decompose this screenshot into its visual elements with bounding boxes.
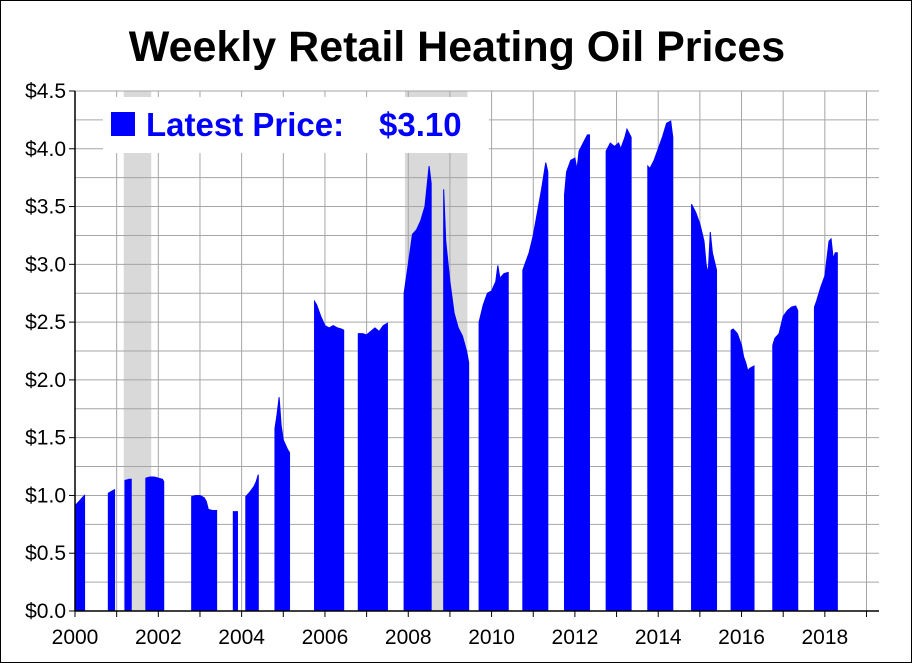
- price-bar-segment-14: [563, 134, 590, 612]
- price-bar-segment-3: [145, 476, 165, 612]
- price-bar-segment-7: [274, 397, 291, 612]
- y-tick-label: $0.5: [25, 542, 66, 565]
- y-tick-label: $0.0: [25, 600, 66, 623]
- y-tick-labels: $0.0 $0.5 $1.0 $1.5 $2.0 $2.5 $3.0 $3.5 $4.0 $4.5: [25, 80, 66, 623]
- price-bars: [74, 120, 838, 612]
- y-tick-label: $2.0: [25, 369, 66, 392]
- price-bar-segment-11: [443, 189, 470, 612]
- y-tick-label: $4.0: [25, 138, 66, 161]
- price-bar-segment-4: [191, 494, 218, 612]
- price-bar-segment-5: [232, 511, 238, 612]
- legend-swatch: [111, 112, 135, 136]
- price-bar-segment-10: [403, 166, 432, 612]
- y-tick-label: $3.5: [25, 196, 66, 219]
- x-tick-label: 2014: [635, 626, 682, 649]
- price-bar-segment-12: [478, 265, 509, 612]
- price-bar-segment-18: [730, 328, 755, 612]
- price-bar-segment-15: [605, 127, 632, 612]
- x-tick-label: 2012: [552, 626, 599, 649]
- price-bar-segment-0: [74, 494, 86, 612]
- legend: Latest Price: $3.10: [103, 97, 489, 153]
- y-tick-label: $3.0: [25, 253, 66, 276]
- price-bar-segment-9: [357, 322, 388, 612]
- price-bar-segment-17: [691, 204, 718, 612]
- x-tick-label: 2018: [801, 626, 848, 649]
- y-tick-label: $1.0: [25, 484, 66, 507]
- price-bar-segment-20: [813, 237, 838, 612]
- y-tick-label: $1.5: [25, 427, 66, 450]
- axes: [69, 90, 879, 617]
- x-tick-label: 2004: [218, 626, 265, 649]
- x-tick-label: 2010: [468, 626, 515, 649]
- y-tick-label: $4.5: [25, 80, 66, 103]
- price-bar-segment-1: [107, 488, 116, 612]
- x-tick-label: 2000: [52, 626, 99, 649]
- price-bar-segment-8: [314, 299, 345, 612]
- legend-value: $3.10: [379, 106, 462, 143]
- price-bar-segment-2: [124, 478, 132, 612]
- chart-title: Weekly Retail Heating Oil Prices: [129, 23, 785, 71]
- x-tick-label: 2002: [135, 626, 182, 649]
- price-bar-segment-6: [245, 474, 259, 612]
- price-bar-segment-13: [522, 162, 549, 612]
- x-tick-labels: 2000 2002 2004 2006 2008 2010 2012 2014 2016 2018: [52, 626, 849, 649]
- legend-label: Latest Price:: [146, 106, 344, 143]
- legend-background: [103, 97, 489, 153]
- y-tick-label: $2.5: [25, 311, 66, 334]
- price-bar-segment-19: [772, 305, 799, 612]
- x-tick-label: 2016: [718, 626, 765, 649]
- x-tick-label: 2006: [302, 626, 349, 649]
- x-tick-label: 2008: [385, 626, 432, 649]
- price-bar-segment-16: [647, 120, 674, 612]
